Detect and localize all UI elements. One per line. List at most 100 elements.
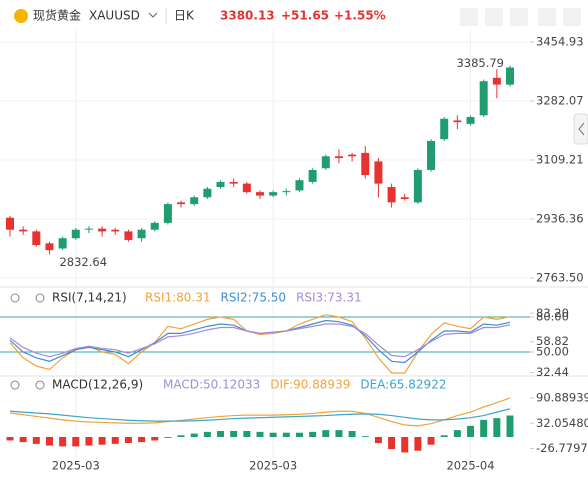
candle-body (111, 229, 120, 232)
macd-bar (124, 437, 132, 443)
candle-body (190, 197, 199, 205)
x-tick-label: 2025-03 (52, 459, 100, 473)
y-tick-label: 80.00 (536, 310, 569, 324)
high-annotation: 3385.79 (456, 56, 504, 70)
dropdown-arrow (148, 12, 158, 18)
candle-body (71, 229, 80, 239)
macd-bar (269, 432, 277, 437)
y-tick-label: -26.77979 (536, 441, 588, 455)
candle-body (269, 192, 278, 196)
x-tick-label: 2025-03 (249, 459, 297, 473)
change-pct: +1.55% (334, 9, 386, 23)
symbol[interactable]: XAUUSD (89, 9, 140, 23)
candle-body (374, 161, 383, 184)
macd-bar (506, 415, 514, 437)
candle-body (334, 156, 343, 159)
candle-body (479, 81, 488, 116)
macd-bar (256, 431, 264, 437)
macd-bar (151, 437, 159, 441)
macd-bar (401, 437, 409, 453)
macd-bar (453, 430, 461, 437)
x-tick-label: 2025-04 (446, 459, 494, 473)
line (9, 319, 511, 364)
instrument-name: 现货黄金 (33, 8, 81, 23)
period[interactable]: 日K (174, 9, 195, 23)
candle-body (400, 197, 409, 199)
candle-body (19, 229, 28, 232)
legend-entry: RSI1:80.31 (145, 291, 211, 305)
macd-bar (32, 437, 40, 444)
macd-bar (72, 437, 80, 447)
candle-body (84, 228, 93, 230)
y-tick-label: 32.44 (536, 365, 569, 379)
candle-body (216, 181, 225, 188)
macd-bar (6, 437, 14, 441)
macd-bar (230, 431, 238, 437)
y-tick-label: 58.82 (536, 334, 569, 348)
macd-bar (177, 435, 185, 437)
y-tick-label: 2763.50 (536, 271, 584, 285)
macd-bar (414, 437, 422, 451)
macd-bar (45, 437, 53, 446)
candle-body (256, 192, 264, 196)
legend-entry: DEA:65.82922 (360, 378, 446, 392)
change: +51.65 (281, 9, 329, 23)
chevron (578, 122, 585, 136)
candle-body (229, 181, 238, 184)
candle-body (361, 152, 370, 176)
tool-button[interactable] (460, 8, 478, 26)
low-annotation: 2832.64 (59, 255, 107, 269)
indicator-title: RSI(7,14,21) (52, 291, 127, 305)
candle-body (308, 169, 317, 182)
line (9, 314, 511, 374)
settings-icon[interactable] (35, 293, 45, 303)
eye-icon[interactable] (10, 293, 20, 303)
macd-bar (335, 430, 343, 437)
macd-bar (190, 433, 198, 437)
macd-bar (480, 419, 488, 437)
legend-entry: RSI2:75.50 (221, 291, 287, 305)
candle-body (150, 222, 159, 230)
price: 3380.13 (220, 9, 275, 23)
macd-bar (295, 432, 303, 437)
y-tick-label: 50.00 (536, 345, 569, 359)
candle-body (137, 229, 146, 239)
candle-body (203, 188, 212, 198)
macd-bar (361, 436, 369, 437)
candle-body (242, 183, 251, 193)
candle-body (163, 204, 172, 223)
candle-body (440, 118, 449, 140)
macd-bar (98, 437, 106, 445)
y-tick-label: 3109.21 (536, 152, 584, 166)
candle-body (58, 238, 67, 249)
macd-bar (467, 425, 475, 437)
macd-bar (374, 437, 382, 443)
candle-body (387, 187, 396, 203)
tool-button[interactable] (485, 8, 503, 26)
legend-entry: MACD:50.12033 (163, 378, 260, 392)
macd-bar (440, 435, 448, 437)
legend-entry: RSI3:73.31 (296, 291, 362, 305)
candle-body (466, 117, 475, 124)
candle-body (177, 202, 186, 205)
macd-bar (243, 431, 251, 437)
y-tick-label: 32.05480 (536, 416, 588, 430)
candle-body (32, 231, 41, 246)
macd-bar (282, 432, 290, 437)
macd-bar (217, 431, 225, 437)
settings-icon[interactable] (35, 380, 45, 390)
tool-button[interactable] (538, 8, 556, 26)
tool-button[interactable] (510, 8, 528, 26)
eye-icon[interactable] (10, 380, 20, 390)
indicator-title: MACD(12,26,9) (52, 378, 143, 392)
legend-entry: DIF:90.88939 (270, 378, 350, 392)
macd-bar (427, 437, 435, 445)
y-tick-label: 3454.93 (536, 34, 584, 48)
y-tick-label: 2936.36 (536, 211, 584, 225)
side-toggle[interactable] (573, 113, 588, 145)
macd-bar (19, 437, 27, 443)
tool-button[interactable] (563, 8, 581, 26)
candle-body (427, 140, 436, 170)
macd-bar (203, 431, 211, 437)
